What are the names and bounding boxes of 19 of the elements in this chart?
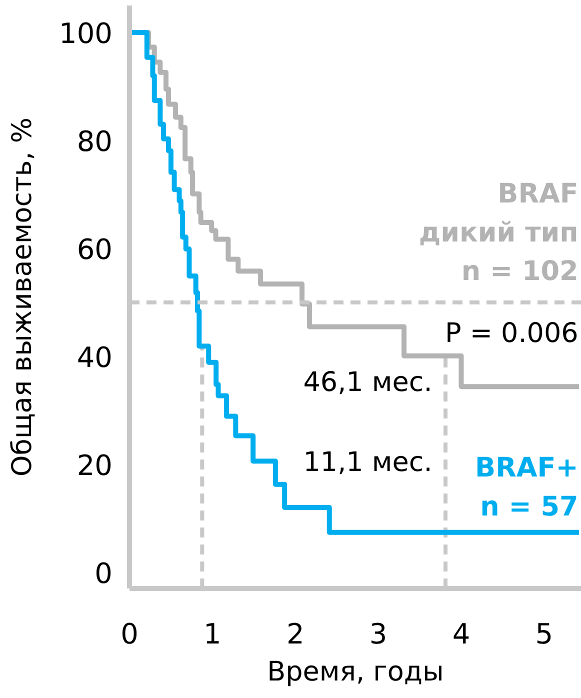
y-tick-label: 20: [76, 448, 113, 482]
x-tick-label: 1: [204, 618, 222, 650]
annotation: 46,1 мес.: [303, 367, 432, 398]
annotation: 11,1 мес.: [303, 447, 432, 478]
y-axis-title: Общая выживаемость, %: [7, 117, 38, 477]
y-tick-label: 80: [76, 124, 113, 158]
x-tick-label: 3: [369, 618, 388, 650]
y-tick-label: 0: [94, 556, 113, 590]
x-tick-label: 4: [452, 618, 470, 650]
series-label: BRAF дикий тип n = 102: [418, 178, 578, 288]
x-tick-label: 2: [286, 618, 304, 650]
annotation: P = 0.006: [444, 318, 578, 350]
x-tick-label: 0: [120, 618, 138, 650]
y-tick-label: 100: [59, 16, 113, 50]
x-tick-label: 5: [535, 618, 554, 650]
y-tick-label: 40: [76, 340, 113, 374]
series-label: BRAF+ n = 57: [475, 452, 578, 522]
y-tick-label: 60: [76, 232, 113, 266]
x-axis-title: Время, годы: [267, 656, 444, 688]
